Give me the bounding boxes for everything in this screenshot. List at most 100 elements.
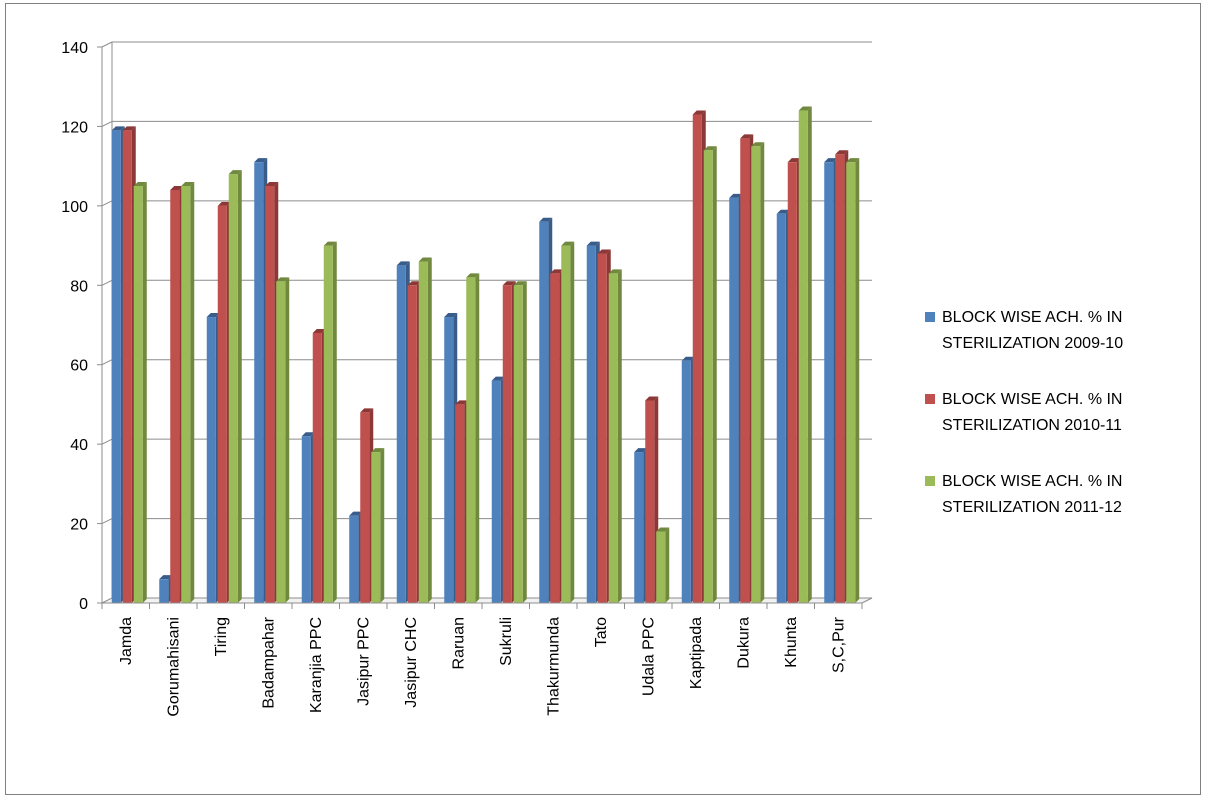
bar-top-0 [586,241,600,246]
bar-top-2 [276,277,290,282]
bar-top-2 [608,269,622,274]
bar-series-2 [798,110,808,604]
x-tick-label: Gorumahisani [165,617,182,717]
bar-top-2 [371,448,385,453]
gridline-depth [101,120,113,127]
x-tick-label: Tato [593,617,610,647]
x-tick-label: Badampahar [260,616,277,708]
bar-top-0 [539,217,553,222]
gridline-depth [101,41,113,48]
y-tick-label: 120 [61,119,88,136]
bar-top-2 [228,170,242,175]
legend-label-1: STERILIZATION 2010-11 [942,417,1122,434]
bar-series-2 [418,261,428,603]
bar-top-2 [466,273,480,278]
x-tick-label: Thakurmunda [545,617,562,716]
bar-side-2 [665,527,670,603]
bar-top-1 [407,281,421,286]
y-tick-label: 0 [79,596,88,613]
bar-top-0 [824,158,838,163]
bar-top-2 [798,106,812,111]
bar-top-0 [444,313,458,318]
x-tick-label: Khunta [783,617,800,668]
bar-series-2 [846,162,856,603]
bar-top-0 [491,376,505,381]
bar-top-1 [170,185,184,190]
bar-series-1 [455,404,465,603]
bar-series-2 [276,281,286,603]
bar-top-0 [681,356,695,361]
bar-series-0 [586,245,596,604]
bar-top-0 [396,261,410,266]
x-tick-label: Jamda [118,617,135,665]
bar-top-1 [835,150,849,155]
gridline-depth [101,279,113,286]
bar-top-0 [254,158,268,163]
y-tick-label: 40 [70,437,88,454]
x-tick-label: Jasipur CHC [403,617,420,708]
legend-label-1: BLOCK WISE ACH. % IN [942,391,1122,408]
bar-top-0 [111,126,125,131]
bar-series-1 [312,332,322,603]
bar-top-1 [455,400,469,405]
bar-series-2 [561,245,571,604]
bar-series-2 [371,452,381,603]
bar-side-2 [380,448,385,603]
bar-side-2 [570,241,575,604]
y-tick-label: 60 [70,358,88,375]
bar-side-2 [142,182,147,603]
y-tick-label: 140 [61,40,88,57]
bar-series-2 [228,174,238,604]
x-tick-label: Karanjia PPC [308,617,325,713]
bar-series-1 [835,154,845,603]
bar-top-1 [550,269,564,274]
bar-series-1 [692,114,702,603]
x-tick-label: Raruan [450,617,467,669]
bar-top-0 [729,193,743,198]
bar-side-2 [855,158,860,603]
bar-series-2 [751,146,761,604]
y-tick-label: 100 [61,199,88,216]
bar-top-0 [634,448,648,453]
bar-top-1 [787,158,801,163]
bar-series-0 [111,130,121,603]
gridline-depth [101,518,113,525]
legend-swatch-1 [925,394,935,404]
bar-series-0 [349,515,359,603]
bar-side-2 [427,257,432,603]
bar-series-1 [170,189,180,603]
x-tick-label: Kaptipada [688,617,705,689]
legend-label-2: STERILIZATION 2011-12 [942,499,1122,516]
bar-series-1 [360,412,370,603]
bar-series-0 [254,162,264,603]
bar-top-2 [181,182,195,186]
bar-series-2 [181,186,191,603]
bar-series-1 [597,253,607,603]
bar-series-0 [491,380,501,603]
bar-top-1 [122,126,136,131]
x-tick-label: Sukruli [498,617,515,666]
bar-top-2 [656,527,670,532]
bar-top-2 [751,142,765,147]
x-tick-label: Tiring [213,617,230,656]
bar-series-2 [656,531,666,603]
legend-label-0: BLOCK WISE ACH. % IN [942,309,1122,326]
bar-series-1 [550,273,560,603]
bar-top-2 [133,182,147,186]
bars [111,106,860,604]
bar-top-1 [265,182,279,186]
bar-series-0 [206,317,216,603]
bar-top-1 [502,281,516,286]
legend-label-2: BLOCK WISE ACH. % IN [942,473,1122,490]
legend: BLOCK WISE ACH. % IN STERILIZATION 2009-1… [925,309,1123,516]
bar-top-0 [776,209,790,214]
bar-series-2 [323,245,333,604]
bar-side-2 [332,241,337,604]
bar-series-0 [539,221,549,603]
bar-series-2 [608,273,618,603]
bar-series-1 [740,138,750,604]
bar-series-1 [407,285,417,603]
bar-series-0 [776,213,786,604]
bar-series-0 [824,162,834,603]
